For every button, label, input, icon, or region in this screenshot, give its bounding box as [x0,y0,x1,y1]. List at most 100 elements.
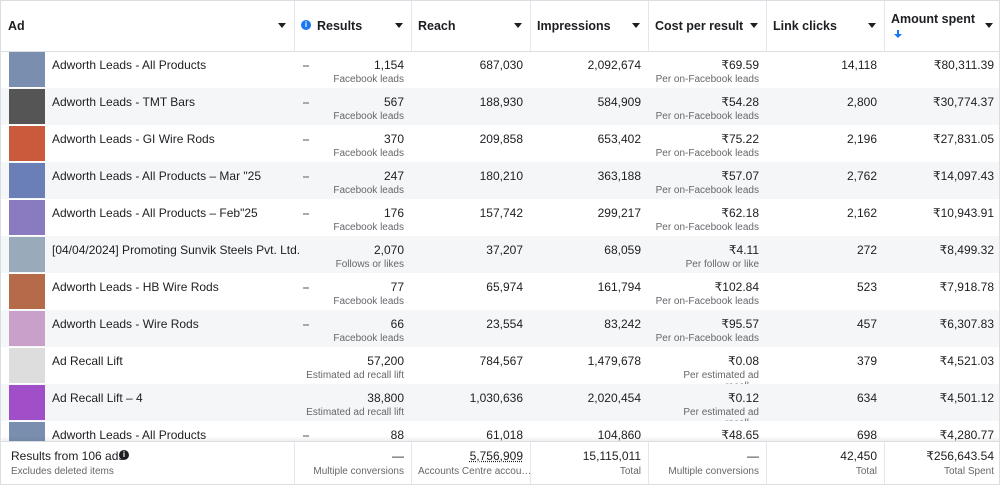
download-icon [303,133,309,141]
cost-value: ₹57.07 [721,169,759,183]
sort-caret[interactable] [514,23,522,28]
table-row[interactable]: Ad Recall Lift – 4 38,800 Estimated ad rec… [1,384,999,429]
ad-thumbnail [9,348,45,383]
impressions-value: 83,242 [604,317,641,331]
sort-caret[interactable] [868,23,876,28]
column-header[interactable]: Impressions [537,19,611,33]
reach-value: 23,554 [486,317,523,331]
cost-value: ₹95.57 [721,317,759,331]
results-value: 77 [390,280,404,294]
sort-caret[interactable] [278,23,286,28]
column-divider [884,1,885,51]
spent-value: ₹80,311.39 [933,58,994,72]
clicks-value: 2,800 [846,95,877,109]
column-divider [294,442,295,484]
column-divider [530,442,531,484]
reach-value: 687,030 [479,58,523,72]
cost-value: ₹48.65 [721,428,759,441]
ad-name[interactable]: Adworth Leads - All Products [52,58,207,72]
cost-subtext: Per on-Facebook leads [655,148,759,159]
table-row[interactable]: Ad Recall Lift 57,200 Estimated ad recall … [1,347,999,392]
download-icon [303,429,309,437]
results-value: 38,800 [367,391,404,405]
column-header[interactable]: Amount spent [891,12,976,26]
ad-name[interactable]: Ad Recall Lift – 4 [52,391,143,405]
spent-value: ₹30,774.37 [932,95,994,109]
results-subtext: Facebook leads [333,222,404,233]
spent-value: ₹27,831.05 [932,132,994,146]
sort-caret[interactable] [750,23,758,28]
impressions-value: 68,059 [604,243,641,257]
ad-name[interactable]: [04/04/2024] Promoting Sunvik Steels Pvt… [52,243,301,257]
footer-summary: Results from 106 ads [11,449,125,463]
table-header: Ad Results Reach Impressions Cost per result… [1,1,999,52]
sort-caret[interactable] [395,23,403,28]
impressions-value: 2,092,674 [587,58,641,72]
results-value: 176 [383,206,404,220]
sort-caret[interactable] [632,23,640,28]
table-row[interactable]: Adworth Leads - All Products – Mar "25 24… [1,162,999,200]
table-row[interactable]: Adworth Leads - TMT Bars 567 Facebook lead… [1,88,999,126]
results-value: 66 [390,317,404,331]
ad-name[interactable]: Adworth Leads - All Products – Mar "25 [52,169,262,183]
reach-value: 1,030,636 [469,391,523,405]
footer-cost: — [747,449,759,463]
spent-value: ₹14,097.43 [932,169,994,183]
footer-reach: 5,756,909 [469,449,523,463]
table-row[interactable]: Adworth Leads - All Products 88 61,018 104,… [1,421,999,441]
table-row[interactable]: Adworth Leads - HB Wire Rods 77 Facebook l… [1,273,999,311]
cost-subtext: Per follow or like [685,259,759,270]
column-header[interactable]: Results [317,19,363,33]
results-value: 1,154 [373,58,404,72]
table-row[interactable]: Adworth Leads - All Products 1,154 Faceboo… [1,51,999,89]
ad-name[interactable]: Adworth Leads - HB Wire Rods [52,280,219,294]
results-value: 567 [383,95,404,109]
info-icon: i [119,450,129,460]
results-value: 88 [390,428,404,441]
reach-value: 37,207 [486,243,523,257]
ad-thumbnail [9,163,45,198]
ad-thumbnail [9,89,45,124]
reach-value: 784,567 [479,354,523,368]
spent-value: ₹8,499.32 [939,243,994,257]
table-row[interactable]: Adworth Leads - Wire Rods 66 Facebook lead… [1,310,999,348]
column-header[interactable]: Ad [8,19,25,33]
table-row[interactable]: Adworth Leads - All Products – Feb"25 176… [1,199,999,237]
sort-arrow-head [894,34,902,38]
sort-caret[interactable] [985,23,993,28]
footer-note: Excludes deleted items [11,466,114,477]
ad-name[interactable]: Ad Recall Lift [52,354,123,368]
reach-value: 209,858 [479,132,523,146]
ad-name[interactable]: Adworth Leads - TMT Bars [52,95,195,109]
cost-value: ₹0.08 [728,354,759,368]
table-footer: Results from 106 ads i Excludes deleted it… [1,441,999,484]
column-divider [411,1,412,51]
cost-value: ₹54.28 [721,95,759,109]
clicks-value: 2,162 [846,206,877,220]
impressions-value: 299,217 [597,206,641,220]
cost-subtext: Per on-Facebook leads [655,74,759,85]
ad-name[interactable]: Adworth Leads - All Products – Feb"25 [52,206,258,220]
table-body: Adworth Leads - All Products 1,154 Faceboo… [1,51,999,441]
clicks-value: 457 [856,317,877,331]
impressions-value: 1,479,678 [587,354,641,368]
ad-name[interactable]: Adworth Leads - All Products [52,428,207,441]
ad-name[interactable]: Adworth Leads - Wire Rods [52,317,199,331]
column-header[interactable]: Cost per result [655,19,744,33]
cost-subtext: Per on-Facebook leads [655,185,759,196]
column-header[interactable]: Link clicks [773,19,837,33]
impressions-value: 161,794 [597,280,641,294]
table-row[interactable]: Adworth Leads - GI Wire Rods 370 Facebook … [1,125,999,163]
impressions-value: 363,188 [597,169,641,183]
download-icon [303,207,309,215]
ad-thumbnail [9,126,45,161]
table-row[interactable]: [04/04/2024] Promoting Sunvik Steels Pvt… [1,236,999,274]
download-icon [303,318,309,326]
column-header[interactable]: Reach [418,19,456,33]
spent-value: ₹4,280.77 [939,428,994,441]
ad-name[interactable]: Adworth Leads - GI Wire Rods [52,132,215,146]
ad-thumbnail [9,52,45,87]
results-value: 247 [383,169,404,183]
clicks-value: 698 [856,428,877,441]
